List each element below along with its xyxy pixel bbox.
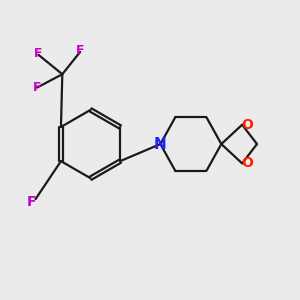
Text: F: F <box>33 81 41 94</box>
Text: F: F <box>34 47 43 60</box>
Text: O: O <box>242 118 254 132</box>
Text: F: F <box>76 44 84 57</box>
Text: O: O <box>242 156 254 170</box>
Text: N: N <box>154 136 167 152</box>
Text: F: F <box>26 195 36 209</box>
